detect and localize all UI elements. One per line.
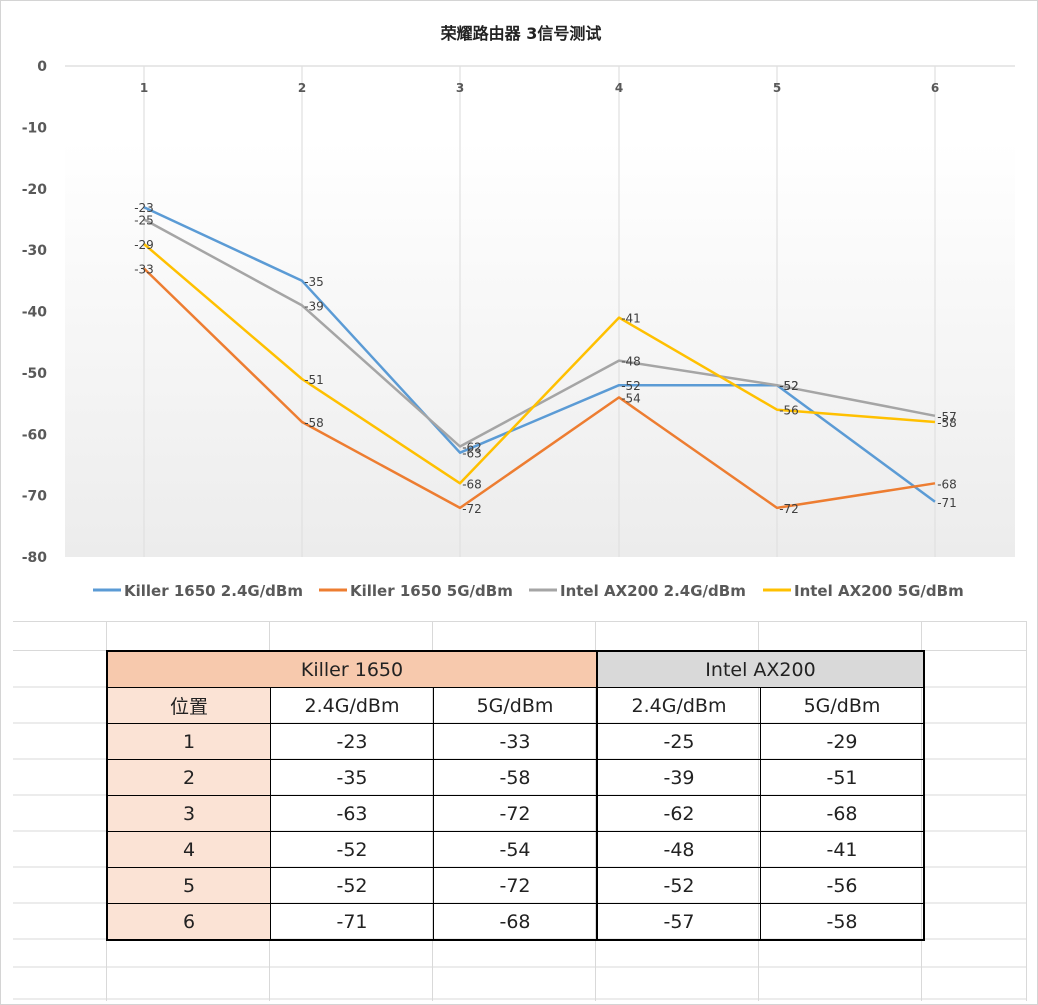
- data-label: -56: [779, 404, 799, 418]
- plot-background: [65, 141, 1015, 557]
- x-tick-label: 3: [456, 81, 464, 95]
- cell-intel-24: -57: [596, 903, 761, 941]
- series-line: [143, 218, 936, 448]
- table-row: 3 -63 -72 -62 -68: [106, 795, 925, 832]
- cell-intel-24: -39: [596, 759, 761, 796]
- column-header-row: 位置 2.4G/dBm 5G/dBm 2.4G/dBm 5G/dBm: [106, 687, 925, 724]
- cell-intel-24: -52: [596, 867, 761, 904]
- y-tick-label: 0: [37, 59, 47, 75]
- x-tick-label: 2: [298, 81, 306, 95]
- cell-intel-24: -25: [596, 723, 761, 760]
- y-tick-label: -10: [22, 120, 48, 136]
- cell-intel-24: -48: [596, 831, 761, 868]
- group-header-row: Killer 1650 Intel AX200: [106, 650, 925, 688]
- series-line: [143, 243, 936, 485]
- cell-killer-5: -68: [433, 903, 598, 941]
- data-label: -52: [621, 379, 641, 393]
- cell-killer-24: -52: [270, 831, 434, 868]
- data-label: -71: [937, 496, 957, 510]
- legend-label: Killer 1650 2.4G/dBm: [124, 582, 303, 600]
- data-label: -52: [779, 379, 799, 393]
- cell-killer-5: -33: [433, 723, 598, 760]
- col-killer-5: 5G/dBm: [433, 687, 598, 724]
- cell-position: 3: [106, 795, 271, 832]
- cell-position: 5: [106, 867, 271, 904]
- cell-intel-24: -62: [596, 795, 761, 832]
- data-label: -23: [134, 201, 154, 215]
- y-tick-label: -40: [22, 305, 48, 321]
- data-label: -58: [304, 416, 324, 430]
- data-label: -41: [621, 312, 641, 326]
- cell-killer-24: -63: [270, 795, 434, 832]
- table-row: 5 -52 -72 -52 -56: [106, 867, 925, 904]
- col-position: 位置: [106, 687, 271, 724]
- cell-killer-5: -72: [433, 867, 598, 904]
- x-tick-label: 1: [140, 81, 148, 95]
- series-line: [143, 206, 936, 503]
- data-label: -58: [937, 416, 957, 430]
- col-killer-24: 2.4G/dBm: [270, 687, 434, 724]
- data-label: -63: [462, 447, 482, 461]
- group-killer-1650: Killer 1650: [106, 650, 598, 688]
- data-label: -35: [304, 275, 324, 289]
- chart-title: 荣耀路由器 3信号测试: [440, 24, 602, 43]
- y-tick-label: -50: [22, 366, 48, 382]
- data-label: -72: [779, 502, 799, 516]
- group-intel-ax200: Intel AX200: [596, 650, 925, 688]
- series-line: [143, 267, 936, 510]
- data-label: -51: [304, 373, 324, 387]
- table-row: 1 -23 -33 -25 -29: [106, 723, 925, 760]
- cell-killer-24: -23: [270, 723, 434, 760]
- cell-intel-5: -41: [760, 831, 925, 868]
- cell-killer-5: -54: [433, 831, 598, 868]
- data-label: -68: [462, 477, 482, 491]
- cell-intel-5: -29: [760, 723, 925, 760]
- x-tick-label: 6: [931, 81, 939, 95]
- data-label: -62: [462, 441, 482, 455]
- data-label: -72: [462, 502, 482, 516]
- cell-killer-24: -52: [270, 867, 434, 904]
- col-intel-5: 5G/dBm: [760, 687, 925, 724]
- data-label: -33: [134, 263, 154, 277]
- cell-position: 2: [106, 759, 271, 796]
- cell-position: 6: [106, 903, 271, 941]
- data-label: -68: [937, 477, 957, 491]
- y-tick-label: -20: [22, 182, 48, 198]
- data-label: -39: [304, 299, 324, 313]
- table-row: 6 -71 -68 -57 -58: [106, 903, 925, 941]
- cell-killer-5: -72: [433, 795, 598, 832]
- y-tick-label: -60: [22, 427, 48, 443]
- line-chart: 荣耀路由器 3信号测试 0 -10 -20 -30 -40 -50 -60 -70 -80 1 2…: [22, 24, 1015, 600]
- table-row: 4 -52 -54 -48 -41: [106, 831, 925, 868]
- legend-label: Killer 1650 5G/dBm: [350, 582, 513, 600]
- table-row: 2 -35 -58 -39 -51: [106, 759, 925, 796]
- cell-intel-5: -56: [760, 867, 925, 904]
- data-label: -54: [621, 391, 641, 405]
- y-tick-label: -80: [22, 550, 48, 566]
- col-intel-24: 2.4G/dBm: [596, 687, 761, 724]
- cell-intel-5: -58: [760, 903, 925, 941]
- cell-position: 1: [106, 723, 271, 760]
- cell-killer-24: -71: [270, 903, 434, 941]
- y-tick-label: -70: [22, 489, 48, 505]
- data-label: -52: [779, 379, 799, 393]
- data-label: -57: [937, 410, 957, 424]
- signal-table: Killer 1650 Intel AX200 位置 2.4G/dBm 5G/d…: [106, 650, 925, 941]
- cell-killer-5: -58: [433, 759, 598, 796]
- legend-label: Intel AX200 2.4G/dBm: [560, 582, 746, 600]
- x-tick-label: 4: [615, 81, 623, 95]
- data-label: -48: [621, 355, 641, 369]
- data-label: -25: [134, 213, 154, 227]
- x-tick-label: 5: [773, 81, 781, 95]
- cell-intel-5: -51: [760, 759, 925, 796]
- cell-intel-5: -68: [760, 795, 925, 832]
- y-tick-label: -30: [22, 243, 48, 259]
- data-label: -29: [134, 238, 154, 252]
- cell-position: 4: [106, 831, 271, 868]
- cell-killer-24: -35: [270, 759, 434, 796]
- legend-label: Intel AX200 5G/dBm: [794, 582, 964, 600]
